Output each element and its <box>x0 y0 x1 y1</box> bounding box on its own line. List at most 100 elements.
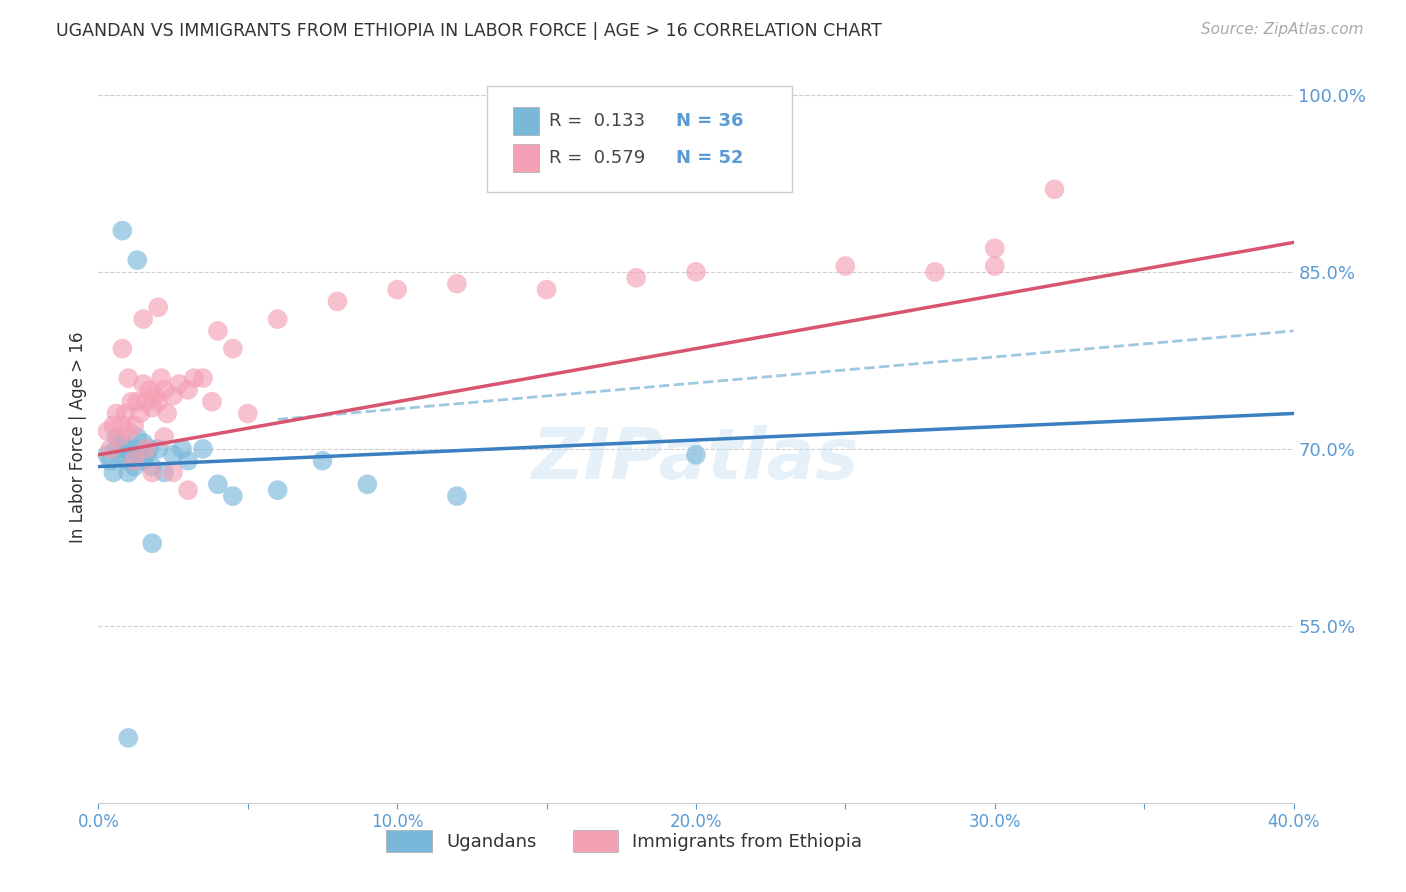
Point <box>108 448 131 462</box>
Point <box>141 401 163 415</box>
Text: R =  0.133: R = 0.133 <box>548 112 645 130</box>
Point <box>191 371 214 385</box>
Text: N = 36: N = 36 <box>676 112 744 130</box>
Point <box>177 453 200 467</box>
Point <box>326 294 349 309</box>
Point <box>111 224 134 238</box>
Text: UGANDAN VS IMMIGRANTS FROM ETHIOPIA IN LABOR FORCE | AGE > 16 CORRELATION CHART: UGANDAN VS IMMIGRANTS FROM ETHIOPIA IN L… <box>56 22 882 40</box>
Point <box>132 312 155 326</box>
Point <box>153 466 176 480</box>
Point <box>201 394 224 409</box>
Point <box>150 371 173 385</box>
Point <box>148 442 170 456</box>
Point <box>267 312 290 326</box>
Point <box>124 442 146 456</box>
Point <box>124 453 146 467</box>
Point <box>120 448 142 462</box>
Point <box>135 394 157 409</box>
Point <box>103 466 125 480</box>
Point <box>105 407 128 421</box>
Point <box>135 442 157 456</box>
Point <box>222 489 245 503</box>
Point <box>103 418 125 433</box>
Y-axis label: In Labor Force | Age > 16: In Labor Force | Age > 16 <box>69 331 87 543</box>
Point <box>120 394 142 409</box>
Text: Source: ZipAtlas.com: Source: ZipAtlas.com <box>1201 22 1364 37</box>
Point <box>183 371 205 385</box>
Point <box>267 483 290 498</box>
Point <box>138 383 160 397</box>
Point <box>127 430 149 444</box>
Point <box>162 466 184 480</box>
Point <box>207 477 229 491</box>
Point <box>143 389 166 403</box>
Point <box>141 459 163 474</box>
Point <box>685 448 707 462</box>
Point <box>117 453 139 467</box>
Point <box>177 383 200 397</box>
Point <box>117 424 139 438</box>
Point <box>132 453 155 467</box>
Point <box>96 424 118 438</box>
Point <box>626 270 648 285</box>
Point <box>129 407 152 421</box>
Text: ZIPatlas: ZIPatlas <box>533 425 859 493</box>
Point <box>117 371 139 385</box>
Point <box>162 448 184 462</box>
Point <box>141 466 163 480</box>
Point <box>446 489 468 503</box>
Point <box>167 376 190 391</box>
Point <box>127 253 149 268</box>
Point <box>446 277 468 291</box>
Point <box>834 259 856 273</box>
Point <box>1043 182 1066 196</box>
Legend: Ugandans, Immigrants from Ethiopia: Ugandans, Immigrants from Ethiopia <box>380 823 869 860</box>
Point <box>153 430 176 444</box>
Point <box>108 430 131 444</box>
Point <box>222 342 245 356</box>
Point <box>105 430 128 444</box>
Point <box>207 324 229 338</box>
Point <box>148 394 170 409</box>
Point <box>311 453 333 467</box>
Bar <box>513 107 540 135</box>
Point <box>177 483 200 498</box>
Point <box>111 342 134 356</box>
Text: N = 52: N = 52 <box>676 149 744 167</box>
Point <box>191 442 214 456</box>
Point <box>124 418 146 433</box>
Point <box>156 407 179 421</box>
Point <box>98 453 122 467</box>
Point <box>132 376 155 391</box>
Point <box>114 442 136 456</box>
Point <box>135 448 157 462</box>
Point <box>172 442 194 456</box>
Point <box>127 394 149 409</box>
Point <box>98 442 122 456</box>
Point <box>536 283 558 297</box>
Point <box>132 436 155 450</box>
Point <box>924 265 946 279</box>
Point <box>141 536 163 550</box>
Point <box>105 442 128 456</box>
Point <box>114 407 136 421</box>
Point <box>984 241 1007 255</box>
Point <box>356 477 378 491</box>
Point <box>138 442 160 456</box>
Point <box>385 283 409 297</box>
Point <box>117 731 139 745</box>
Point <box>153 383 176 397</box>
FancyBboxPatch shape <box>486 86 792 192</box>
Bar <box>513 144 540 171</box>
Point <box>162 389 184 403</box>
Point <box>129 448 152 462</box>
Point <box>111 436 134 450</box>
Point <box>148 301 170 315</box>
Point <box>984 259 1007 273</box>
Point <box>124 459 146 474</box>
Point <box>111 418 134 433</box>
Text: R =  0.579: R = 0.579 <box>548 149 645 167</box>
Point <box>236 407 259 421</box>
Point <box>96 448 118 462</box>
Point <box>117 466 139 480</box>
